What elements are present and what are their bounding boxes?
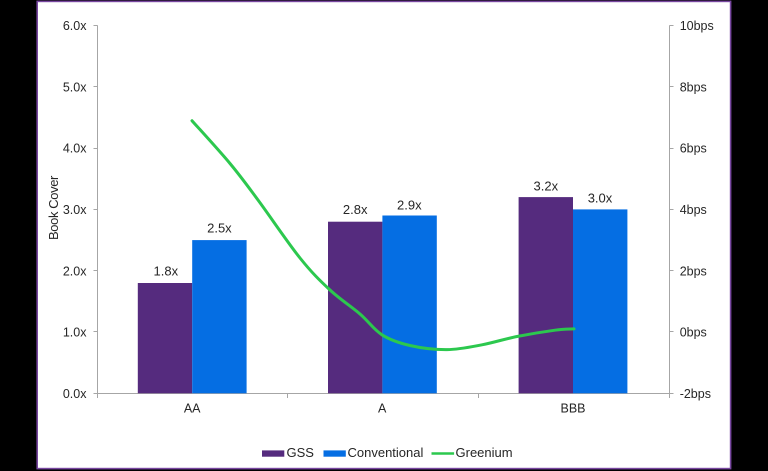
svg-text:4bps: 4bps [680, 203, 707, 217]
svg-text:2.8x: 2.8x [343, 202, 368, 217]
svg-text:8bps: 8bps [680, 80, 707, 94]
svg-text:1.0x: 1.0x [63, 326, 87, 340]
svg-text:GSS: GSS [287, 445, 315, 460]
svg-text:Greenium: Greenium [456, 445, 513, 460]
svg-text:10bps: 10bps [680, 19, 714, 33]
svg-text:1.8x: 1.8x [154, 264, 179, 279]
svg-text:4.0x: 4.0x [63, 142, 87, 156]
svg-text:AA: AA [184, 402, 201, 416]
svg-text:-2bps: -2bps [680, 387, 711, 401]
svg-text:3.0x: 3.0x [588, 191, 613, 206]
svg-text:2.5x: 2.5x [207, 221, 232, 236]
svg-text:A: A [378, 402, 387, 416]
svg-text:Conventional: Conventional [348, 445, 424, 460]
svg-text:BBB: BBB [560, 402, 585, 416]
svg-text:0.0x: 0.0x [63, 387, 87, 401]
svg-text:5.0x: 5.0x [63, 80, 87, 94]
svg-text:6bps: 6bps [680, 142, 707, 156]
svg-text:2bps: 2bps [680, 264, 707, 278]
svg-text:3.0x: 3.0x [63, 203, 87, 217]
svg-text:2.0x: 2.0x [63, 264, 87, 278]
svg-text:Book Cover: Book Cover [46, 175, 61, 240]
svg-text:6.0x: 6.0x [63, 19, 87, 33]
svg-text:3.2x: 3.2x [534, 179, 559, 194]
svg-text:2.9x: 2.9x [397, 198, 422, 213]
svg-text:0bps: 0bps [680, 326, 707, 340]
